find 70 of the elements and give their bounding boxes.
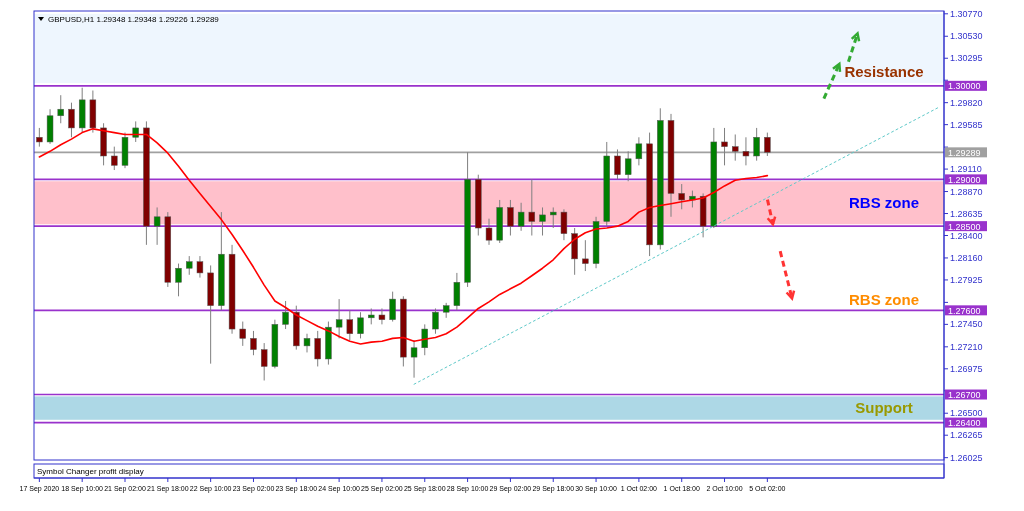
candlestick [614,148,621,180]
y-tick-label: 1.30530 [950,31,983,42]
candlestick [260,342,268,381]
annotation: RBS zone [848,291,920,309]
candlestick [250,330,257,356]
y-tick-label: 1.28635 [950,208,983,219]
candlestick [678,183,685,210]
ref-line-label: 1.30000 [948,81,981,92]
y-tick-label: 1.29110 [950,164,982,175]
y-tick-label: 1.30770 [950,8,983,19]
candlestick [453,272,461,311]
ref-line-label: 1.29289 [948,147,981,158]
y-tick-label: 1.29820 [950,97,983,108]
candlestick [282,300,289,330]
candlestick [175,263,182,297]
candlestick [303,333,311,353]
ref-line-label: 1.28500 [948,221,981,232]
band-label: Resistance [844,63,924,81]
candlestick [335,298,343,339]
ref-line-label: 1.26700 [948,390,981,401]
candlestick [742,136,750,166]
candlestick [357,311,364,339]
y-tick-label: 1.29585 [950,119,983,130]
candlestick [378,307,386,325]
candlestick [550,206,557,229]
y-tick-label: 1.26500 [950,408,983,419]
candlestick [421,323,428,356]
candlestick [314,330,321,367]
candlestick [57,94,64,124]
candlestick [560,208,568,241]
candlestick [764,132,771,157]
candlestick [346,309,354,341]
y-tick-label: 1.26265 [950,430,983,441]
band-label: RBS zone [848,193,920,211]
candlestick [539,206,546,236]
candlestick [721,127,728,166]
candlestick [389,291,396,323]
candlestick [153,206,161,246]
text: Symbol Changer profit display [37,467,144,476]
y-tick-label: 1.27925 [950,274,983,285]
y-tick-label: 1.28400 [950,230,983,241]
y-tick-label: 1.26025 [950,452,983,463]
candlestick [635,136,643,166]
ref-line-label: 1.27600 [948,305,981,316]
candlestick [517,202,525,232]
candlestick [432,307,439,335]
candlestick [753,127,760,162]
candlestick [485,218,493,246]
candlestick [507,199,514,236]
y-tick-label: 1.28870 [950,186,983,197]
y-tick-label: 1.26975 [950,363,983,374]
candlestick [410,339,418,379]
candlestick [196,255,204,279]
candlestick [624,150,632,182]
candlestick [68,102,75,138]
ref-line-label: 1.26400 [948,418,981,429]
y-tick-label: 1.27210 [950,341,983,352]
candlestick [186,255,193,276]
y-tick-label: 1.30295 [950,53,983,64]
candlestick [582,239,589,272]
candlestick [111,146,118,171]
band-label: Support [855,399,913,417]
candlestick [36,127,43,148]
candlestick [732,133,739,162]
candlestick [528,178,536,236]
y-tick-label: 1.27450 [950,319,983,330]
text: GBPUSD,H1 1.29348 1.29348 1.29226 1.29289 [48,15,220,24]
ref-line-label: 1.29000 [948,174,981,185]
y-tick-label: 1.28160 [950,252,983,263]
candlestick [239,321,246,347]
